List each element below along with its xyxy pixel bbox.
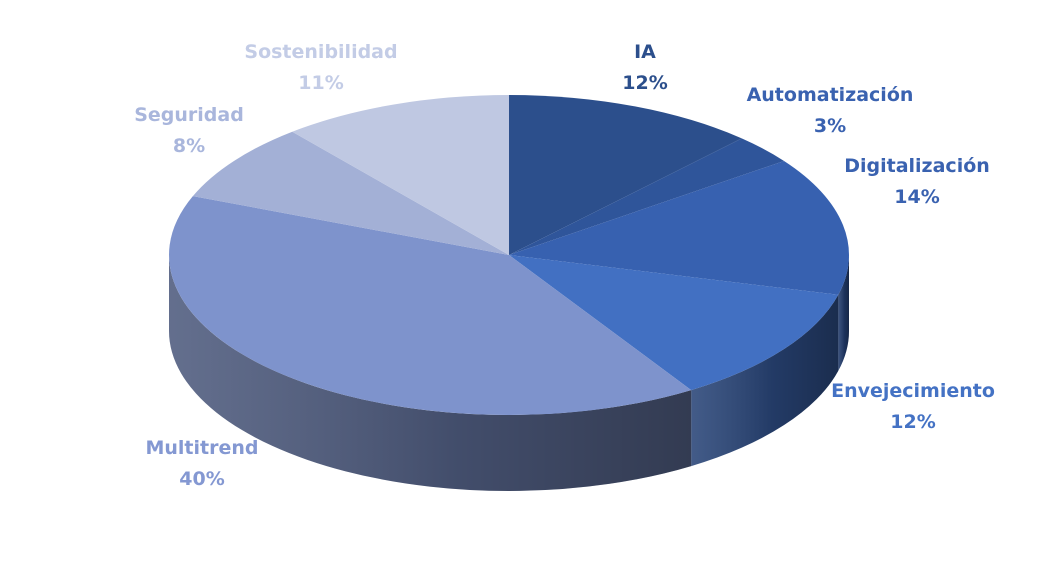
slice-label-automatizacion: Automatización 3% bbox=[747, 84, 914, 137]
slice-name-seguridad: Seguridad bbox=[134, 104, 244, 126]
slice-value-envejecimiento: 12% bbox=[890, 411, 935, 433]
pie-labels: IA 12% Automatización 3% Digitalización 14% En… bbox=[134, 41, 995, 490]
slice-value-digitalizacion: 14% bbox=[894, 186, 939, 208]
slice-ia bbox=[509, 95, 742, 255]
slice-side-shade-digitalizacion bbox=[838, 255, 849, 371]
slice-label-seguridad: Seguridad 8% bbox=[134, 104, 244, 157]
slice-side-shade-envejecimiento bbox=[691, 294, 839, 467]
slice-name-ia: IA bbox=[634, 41, 656, 63]
slice-seguridad bbox=[192, 131, 510, 255]
slice-side-shade-multitrend bbox=[169, 255, 692, 491]
slice-sostenibilidad bbox=[292, 95, 509, 255]
slice-multitrend bbox=[168, 196, 692, 415]
slice-name-multitrend: Multitrend bbox=[145, 437, 258, 459]
slice-label-multitrend: Multitrend 40% bbox=[145, 437, 258, 490]
slice-label-sostenibilidad: Sostenibilidad 11% bbox=[244, 41, 397, 94]
slice-value-automatizacion: 3% bbox=[814, 115, 846, 137]
slice-label-digitalizacion: Digitalización 14% bbox=[844, 155, 990, 208]
slice-name-automatizacion: Automatización bbox=[747, 84, 914, 106]
slice-name-envejecimiento: Envejecimiento bbox=[831, 380, 995, 402]
slice-label-envejecimiento: Envejecimiento 12% bbox=[831, 380, 995, 433]
slice-label-ia: IA 12% bbox=[622, 41, 667, 94]
slice-value-seguridad: 8% bbox=[173, 135, 205, 157]
slice-value-ia: 12% bbox=[622, 72, 667, 94]
slice-digitalizacion bbox=[509, 160, 849, 295]
slice-name-sostenibilidad: Sostenibilidad bbox=[244, 41, 397, 63]
slice-automatizacion bbox=[509, 138, 785, 255]
slice-value-multitrend: 40% bbox=[179, 468, 224, 490]
pie-tops bbox=[168, 95, 849, 415]
slice-envejecimiento bbox=[509, 255, 839, 391]
slice-name-digitalizacion: Digitalización bbox=[844, 155, 990, 177]
slice-value-sostenibilidad: 11% bbox=[298, 72, 343, 94]
pie-sides bbox=[169, 255, 849, 491]
